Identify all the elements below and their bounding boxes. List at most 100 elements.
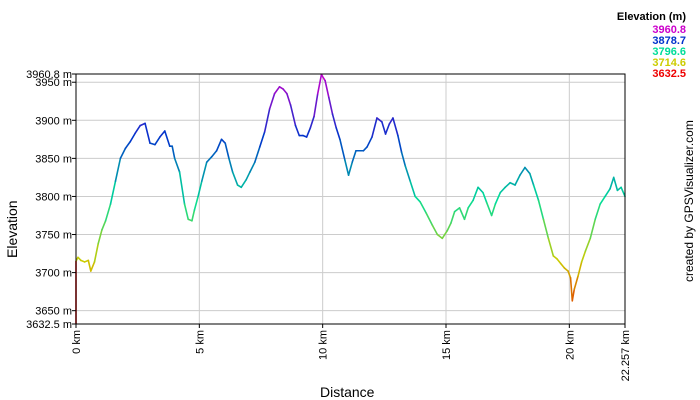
x-tick-label: 15 km	[441, 330, 453, 360]
elevation-segment	[205, 156, 213, 163]
elevation-segment	[532, 184, 540, 202]
elevation-segment	[436, 233, 444, 240]
elevation-segment	[154, 136, 161, 146]
elevation-segment	[163, 130, 171, 147]
elevation-segment	[612, 176, 619, 192]
y-axis-label: Elevation	[4, 200, 20, 258]
elevation-segment	[114, 157, 122, 183]
x-tick-label: 5 km	[194, 330, 206, 354]
elevation-segment	[567, 270, 572, 279]
y-tick-label: 3700 m	[35, 268, 72, 280]
plot-frame	[75, 73, 626, 325]
legend-items: 3960.8 3878.7 3796.6 3714.6 3632.5	[617, 25, 686, 80]
elevation-segment	[362, 146, 368, 152]
elevation-segment	[604, 188, 611, 198]
x-tick-label: 0 km	[71, 330, 83, 354]
elevation-segment	[316, 73, 323, 95]
elevation-segment	[453, 207, 461, 213]
elevation-segment	[263, 108, 271, 133]
legend-stop: 3796.6	[652, 46, 686, 58]
legend-title: Elevation (m)	[616, 11, 686, 23]
elevation-segment	[573, 275, 579, 291]
elevation-segment	[347, 161, 354, 176]
elevation-segment	[224, 142, 230, 160]
grid-lines	[75, 73, 626, 325]
elevation-segment	[499, 186, 506, 194]
elevation-segment	[104, 203, 112, 222]
elevation-segment	[231, 171, 239, 186]
elevation-segment	[197, 180, 203, 198]
elevation-segment	[580, 250, 587, 263]
elevation-segment	[594, 203, 601, 221]
elevation-segment	[139, 122, 146, 127]
elevation-segment	[547, 237, 555, 257]
elevation-segment	[609, 176, 615, 190]
x-axis-label: Distance	[320, 384, 375, 400]
y-tick-label: 3950 m	[35, 77, 72, 89]
elevation-segment	[258, 130, 266, 148]
elevation-segment	[371, 117, 378, 138]
elevation-segment	[173, 157, 181, 173]
elevation-segment	[101, 220, 107, 231]
elevation-segment	[129, 132, 136, 143]
elevation-segment	[450, 210, 456, 224]
elevation-segment	[305, 127, 312, 138]
elevation-segment	[89, 261, 96, 272]
elevation-segment	[268, 92, 276, 110]
legend-stop: 3960.8	[652, 24, 686, 36]
elevation-segment	[286, 92, 292, 106]
elevation-segment	[339, 138, 346, 161]
elevation-segment	[404, 165, 412, 183]
elevation-segment	[228, 157, 234, 173]
elevation-segment	[620, 186, 626, 198]
elevation-segment	[97, 229, 103, 245]
legend-stop: 3878.7	[652, 35, 686, 47]
elevation-segment	[477, 186, 484, 194]
elevation-segment	[556, 258, 562, 265]
elevation-segment	[210, 149, 218, 158]
elevation-segment	[384, 123, 391, 135]
elevation-segment	[414, 195, 421, 203]
elevation-segment	[273, 85, 281, 95]
elevation-segment	[441, 229, 449, 240]
elevation-segment	[509, 181, 516, 186]
y-tick-label: 3632.5 m	[26, 319, 72, 331]
x-tick-label: 10 km	[318, 330, 330, 360]
elevation-segment	[559, 262, 566, 269]
elevation-segment	[524, 166, 531, 175]
elevation-segment	[463, 207, 469, 221]
elevation-segment	[351, 149, 357, 163]
y-tick-label: 3750 m	[35, 230, 72, 242]
elevation-segment	[171, 145, 176, 160]
elevation-segment	[220, 138, 227, 144]
elevation-segment	[599, 195, 606, 205]
elevation-segment	[215, 138, 223, 152]
elevation-segment	[159, 130, 166, 138]
elevation-segment	[149, 142, 156, 146]
y-tick-label: 3960.8 m	[26, 69, 72, 81]
elevation-segment	[245, 171, 251, 181]
elevation-segment	[124, 140, 132, 150]
elevation-segment	[200, 161, 208, 183]
elevation-segment	[249, 161, 256, 173]
elevation-segment	[328, 96, 334, 116]
elevation-segment	[191, 209, 196, 222]
elevation-segment	[331, 113, 338, 129]
elevation-segment	[494, 191, 502, 205]
elevation-segment	[409, 180, 416, 198]
elevation-segment	[467, 199, 474, 209]
x-tick-label: 22.257 km	[620, 330, 632, 381]
elevation-segment	[254, 146, 261, 163]
elevation-segment	[490, 203, 497, 217]
legend-stop: 3714.6	[652, 57, 686, 69]
elevation-segment	[569, 277, 574, 302]
elevation-segment	[472, 186, 479, 202]
elevation-segment	[519, 166, 526, 176]
elevation-segment	[109, 180, 117, 205]
elevation-segment	[392, 117, 399, 137]
elevation-segment	[313, 92, 319, 118]
legend-stop: 3632.5	[652, 68, 686, 80]
elevation-segment	[446, 222, 452, 232]
elevation-segment	[183, 203, 190, 221]
